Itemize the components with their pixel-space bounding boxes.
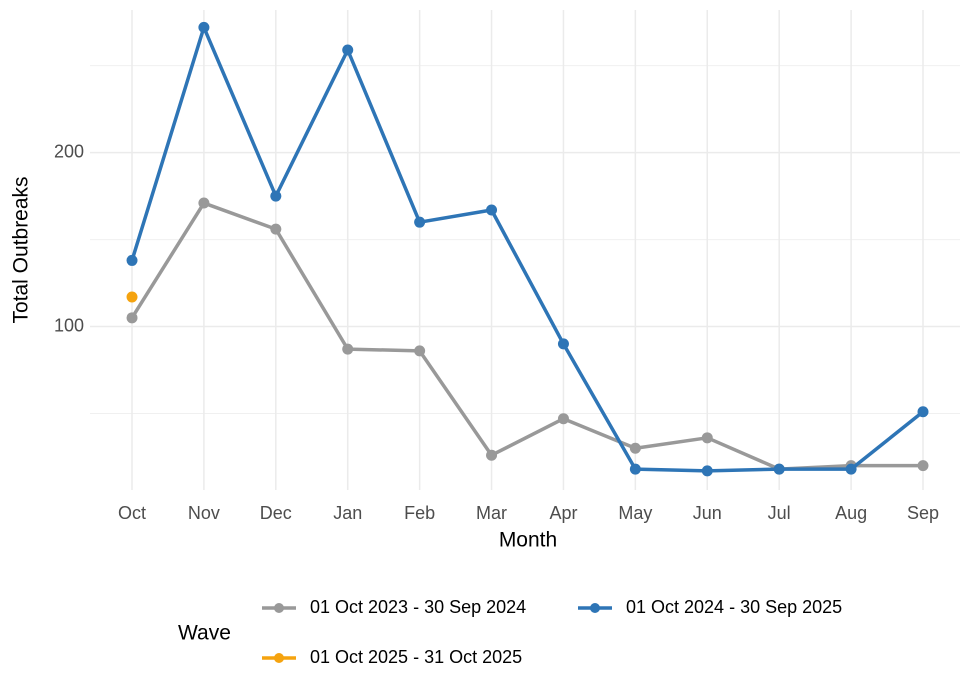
x-tick-label: May xyxy=(618,503,652,523)
x-tick-label: Jul xyxy=(768,503,791,523)
y-tick-label: 200 xyxy=(54,141,84,161)
x-tick-label: Apr xyxy=(549,503,577,523)
x-tick-label: Feb xyxy=(404,503,435,523)
y-axis-title: Total Outbreaks xyxy=(10,176,33,323)
point xyxy=(342,343,354,355)
x-tick-label: Jan xyxy=(333,503,362,523)
point xyxy=(917,406,929,418)
point xyxy=(126,254,138,266)
legend-label: 01 Oct 2023 - 30 Sep 2024 xyxy=(310,597,526,617)
point xyxy=(917,460,929,472)
x-tick-label: Dec xyxy=(260,503,292,523)
x-tick-label: Aug xyxy=(835,503,867,523)
point xyxy=(270,223,282,235)
point xyxy=(126,291,138,303)
point xyxy=(270,190,282,202)
point xyxy=(701,432,713,444)
point xyxy=(198,21,210,33)
point xyxy=(773,463,785,475)
point xyxy=(845,463,857,475)
legend-label: 01 Oct 2025 - 31 Oct 2025 xyxy=(310,647,522,667)
point xyxy=(486,204,498,216)
x-tick-label: Oct xyxy=(118,503,146,523)
x-tick-label: Sep xyxy=(907,503,939,523)
x-tick-label: Jun xyxy=(693,503,722,523)
x-tick-label: Nov xyxy=(188,503,220,523)
point xyxy=(486,449,498,461)
point xyxy=(701,465,713,477)
point xyxy=(557,338,569,350)
point xyxy=(629,442,641,454)
y-tick-label: 100 xyxy=(54,315,84,335)
legend-title: Wave xyxy=(178,622,231,645)
legend: 01 Oct 2023 - 30 Sep 2024 01 Oct 2024 - … xyxy=(262,597,842,667)
point xyxy=(198,197,210,209)
point xyxy=(557,413,569,425)
point xyxy=(126,312,138,324)
point xyxy=(414,345,426,357)
x-tick-label: Mar xyxy=(476,503,507,523)
point xyxy=(414,216,426,228)
series-line xyxy=(130,25,925,473)
series-line xyxy=(130,201,923,471)
legend-label: 01 Oct 2024 - 30 Sep 2025 xyxy=(626,597,842,617)
legend-key xyxy=(274,653,284,663)
legend-key xyxy=(590,603,600,613)
point xyxy=(629,463,641,475)
legend-key xyxy=(274,603,284,613)
x-axis-title: Month xyxy=(499,529,557,552)
point xyxy=(342,44,354,56)
